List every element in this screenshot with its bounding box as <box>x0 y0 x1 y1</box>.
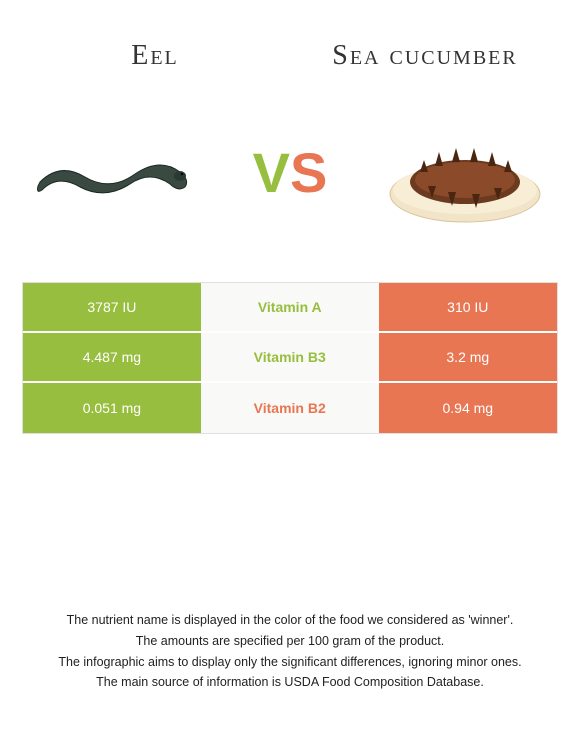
nutrient-cell: Vitamin B3 <box>201 333 379 381</box>
right-food-image <box>380 112 550 232</box>
footer-line: The infographic aims to display only the… <box>30 653 550 672</box>
nutrient-cell: Vitamin A <box>201 283 379 331</box>
footer-line: The nutrient name is displayed in the co… <box>30 611 550 630</box>
right-value-cell: 0.94 mg <box>379 383 557 433</box>
vs-v-letter: V <box>253 140 290 205</box>
title-row: Eel Sea cucumber <box>0 0 580 92</box>
vs-s-letter: S <box>290 140 327 205</box>
right-value-cell: 3.2 mg <box>379 333 557 381</box>
right-food-title: Sea cucumber <box>304 40 547 72</box>
right-value-cell: 310 IU <box>379 283 557 331</box>
footer-line: The main source of information is USDA F… <box>30 673 550 692</box>
left-value-cell: 3787 IU <box>23 283 201 331</box>
left-food-image <box>30 112 200 232</box>
left-food-title: Eel <box>34 40 277 72</box>
left-value-cell: 4.487 mg <box>23 333 201 381</box>
footer-notes: The nutrient name is displayed in the co… <box>30 611 550 694</box>
table-row: 0.051 mg Vitamin B2 0.94 mg <box>23 383 557 433</box>
table-row: 4.487 mg Vitamin B3 3.2 mg <box>23 333 557 383</box>
table-row: 3787 IU Vitamin A 310 IU <box>23 283 557 333</box>
nutrient-cell: Vitamin B2 <box>201 383 379 433</box>
left-value-cell: 0.051 mg <box>23 383 201 433</box>
vs-row: VS <box>0 92 580 272</box>
footer-line: The amounts are specified per 100 gram o… <box>30 632 550 651</box>
vs-label: VS <box>253 140 328 205</box>
comparison-table: 3787 IU Vitamin A 310 IU 4.487 mg Vitami… <box>22 282 558 434</box>
